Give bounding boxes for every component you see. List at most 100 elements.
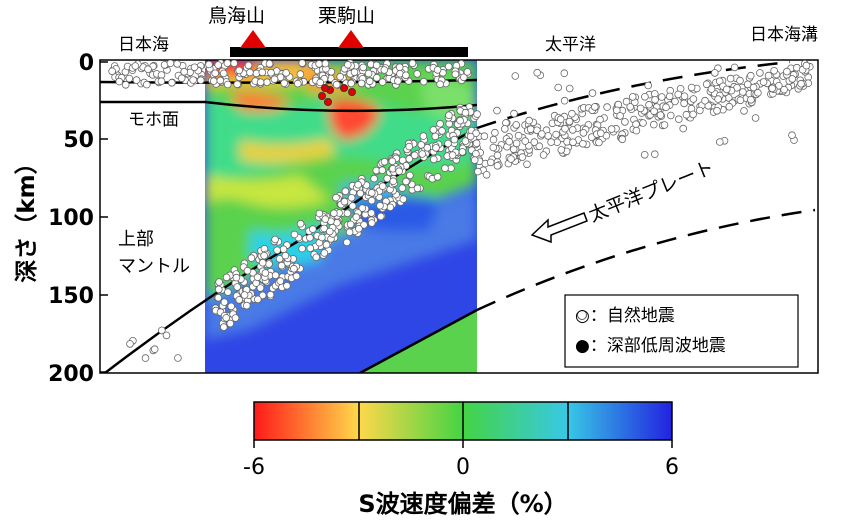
earthquake-marker bbox=[596, 129, 605, 138]
earthquake-marker bbox=[650, 150, 659, 159]
earthquake-marker bbox=[162, 331, 171, 340]
earthquake-marker bbox=[473, 110, 481, 118]
earthquake-marker bbox=[445, 111, 453, 119]
earthquake-marker bbox=[157, 71, 166, 79]
earthquake-marker bbox=[258, 291, 267, 300]
earthquake-marker bbox=[209, 77, 218, 85]
earthquake-marker bbox=[143, 80, 151, 89]
earthquake-marker bbox=[315, 209, 324, 218]
earthquake-marker bbox=[354, 180, 362, 189]
earthquake-marker bbox=[461, 108, 470, 117]
earthquake-marker bbox=[413, 70, 422, 78]
deep-low-frequency-earthquake bbox=[320, 84, 329, 93]
earthquake-marker bbox=[702, 80, 711, 89]
earthquake-marker bbox=[222, 314, 231, 322]
earthquake-marker bbox=[649, 120, 658, 129]
earthquake-marker bbox=[346, 220, 355, 229]
earthquake-marker bbox=[340, 197, 349, 206]
earthquake-marker bbox=[256, 78, 265, 87]
earthquake-marker bbox=[523, 160, 531, 169]
earthquake-marker bbox=[511, 72, 520, 80]
earthquake-marker bbox=[312, 253, 321, 262]
earthquake-marker bbox=[764, 71, 773, 80]
earthquake-marker bbox=[306, 234, 314, 242]
earthquake-marker bbox=[569, 138, 577, 147]
deep-low-frequency-earthquake bbox=[317, 92, 326, 101]
ocean-label-pacific: 太平洋 bbox=[545, 35, 596, 55]
y-tick-label: 200 bbox=[48, 362, 94, 387]
earthquake-marker bbox=[433, 173, 442, 181]
earthquake-marker bbox=[131, 62, 140, 70]
earthquake-marker bbox=[505, 137, 514, 146]
earthquake-marker bbox=[263, 78, 271, 86]
earthquake-marker bbox=[715, 138, 724, 146]
earthquake-marker bbox=[639, 119, 647, 127]
natural-earthquake-markers bbox=[108, 60, 814, 362]
earthquake-marker bbox=[730, 63, 739, 72]
earthquake-marker bbox=[616, 112, 624, 120]
earthquake-marker bbox=[743, 80, 752, 89]
earthquake-marker bbox=[298, 60, 306, 67]
earthquake-marker bbox=[376, 212, 385, 221]
earthquake-marker bbox=[141, 354, 150, 362]
earthquake-marker bbox=[395, 167, 403, 176]
earthquake-marker bbox=[674, 90, 682, 99]
earthquake-marker bbox=[266, 290, 275, 299]
legend-deep-low-frequency-quake: ●：深部低周波地震 bbox=[575, 336, 726, 356]
earthquake-marker bbox=[722, 85, 731, 94]
earthquake-marker bbox=[290, 230, 299, 239]
earthquake-marker bbox=[370, 174, 378, 183]
earthquake-marker bbox=[530, 138, 539, 146]
earthquake-marker bbox=[276, 277, 285, 285]
earthquake-marker bbox=[367, 219, 376, 227]
earthquake-marker bbox=[355, 224, 363, 233]
earthquake-marker bbox=[418, 150, 427, 158]
earthquake-marker bbox=[215, 278, 223, 286]
earthquake-marker bbox=[514, 131, 523, 140]
y-axis-ticks bbox=[100, 61, 108, 373]
earthquake-marker bbox=[431, 132, 440, 141]
earthquake-marker bbox=[243, 266, 252, 275]
earthquake-marker bbox=[759, 78, 768, 86]
earthquake-marker bbox=[205, 60, 213, 69]
earthquake-marker bbox=[552, 130, 560, 139]
volcano-icon bbox=[338, 30, 364, 48]
earthquake-marker bbox=[456, 116, 464, 125]
earthquake-marker bbox=[227, 302, 236, 311]
earthquake-marker bbox=[710, 69, 719, 77]
earthquake-marker bbox=[547, 138, 555, 146]
earthquake-marker bbox=[265, 260, 273, 268]
earthquake-marker bbox=[474, 167, 482, 176]
earthquake-marker bbox=[224, 288, 232, 296]
colorbar-title: S波速度偏差（%） bbox=[358, 490, 567, 518]
earthquake-marker bbox=[275, 255, 284, 263]
earthquake-marker bbox=[166, 60, 175, 67]
legend: ○：自然地震 ●：深部低周波地震 bbox=[564, 294, 799, 368]
earthquake-marker bbox=[246, 68, 254, 77]
earthquake-marker bbox=[325, 227, 334, 236]
earthquake-marker bbox=[132, 76, 141, 84]
earthquake-marker bbox=[679, 124, 687, 133]
earthquake-marker bbox=[644, 81, 652, 90]
earthquake-marker bbox=[226, 319, 235, 328]
earthquake-marker bbox=[378, 182, 387, 191]
earthquake-marker bbox=[622, 97, 631, 106]
earthquake-marker bbox=[267, 68, 275, 77]
earthquake-marker bbox=[388, 157, 397, 166]
earthquake-marker bbox=[419, 132, 428, 140]
earthquake-marker bbox=[533, 68, 541, 77]
earthquake-marker bbox=[713, 107, 721, 115]
y-tick-label: 50 bbox=[63, 128, 94, 153]
earthquake-marker bbox=[618, 135, 627, 144]
colorbar-tick-label: -6 bbox=[243, 455, 265, 480]
earthquake-marker bbox=[281, 251, 290, 260]
earthquake-marker bbox=[780, 85, 788, 94]
volcano-label-kurikomayama: 栗駒山 bbox=[318, 5, 375, 27]
natural-quake-legend-marker bbox=[577, 310, 587, 320]
earthquake-marker bbox=[419, 77, 428, 86]
earthquake-marker bbox=[402, 71, 410, 80]
earthquake-marker bbox=[343, 60, 352, 69]
earthquake-marker bbox=[321, 215, 330, 223]
earthquake-marker bbox=[341, 187, 350, 196]
earthquake-marker bbox=[214, 61, 223, 69]
